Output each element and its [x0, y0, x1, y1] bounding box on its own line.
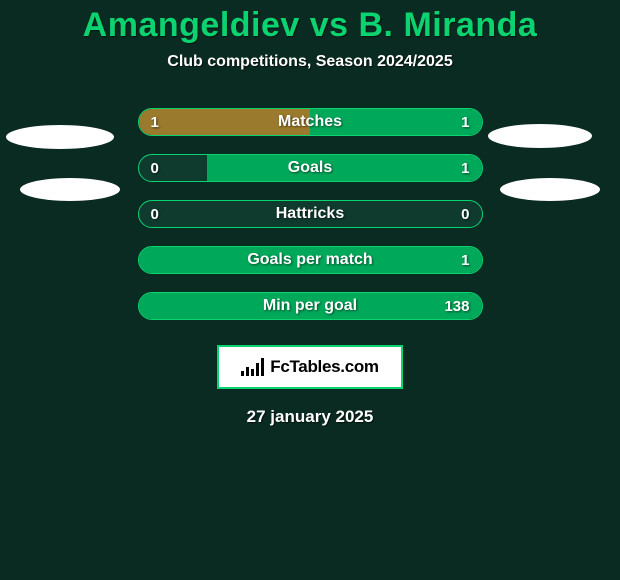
date-label: 27 january 2025 — [0, 407, 620, 427]
stat-fill-right — [139, 247, 482, 273]
stat-fill-right — [207, 155, 481, 181]
stat-value-left: 0 — [139, 201, 171, 227]
stat-label: Hattricks — [139, 205, 482, 223]
stat-value-right: 138 — [432, 293, 481, 319]
stat-row: 1Goals per match — [0, 237, 620, 283]
stat-bar: 1Goals per match — [138, 246, 483, 274]
stat-fill-right — [139, 293, 482, 319]
stat-row: 0 0Hattricks — [0, 191, 620, 237]
stat-bar: 01Goals — [138, 154, 483, 182]
logo-text: FcTables.com — [270, 357, 379, 377]
stat-value-left: 0 — [139, 155, 171, 181]
stat-value-right: 1 — [449, 155, 481, 181]
stat-value-right: 0 — [449, 201, 481, 227]
logo-box: FcTables.com — [217, 345, 403, 389]
stat-value-left — [139, 293, 163, 319]
stat-bar: 138Min per goal — [138, 292, 483, 320]
stat-row: 11Matches — [0, 99, 620, 145]
stat-value-left — [139, 247, 163, 273]
subtitle: Club competitions, Season 2024/2025 — [0, 53, 620, 71]
stat-bar: 0 0Hattricks — [138, 200, 483, 228]
page-title: Amangeldiev vs B. Miranda — [0, 2, 620, 53]
stat-row: 138Min per goal — [0, 283, 620, 329]
stat-value-right: 1 — [449, 247, 481, 273]
stats-container: 11Matches01Goals00Hattricks1Goals per ma… — [0, 99, 620, 329]
stat-value-right: 1 — [449, 109, 481, 135]
stat-bar: 11Matches — [138, 108, 483, 136]
stat-row: 01Goals — [0, 145, 620, 191]
bar-chart-icon — [241, 358, 264, 376]
stat-value-left: 1 — [139, 109, 171, 135]
